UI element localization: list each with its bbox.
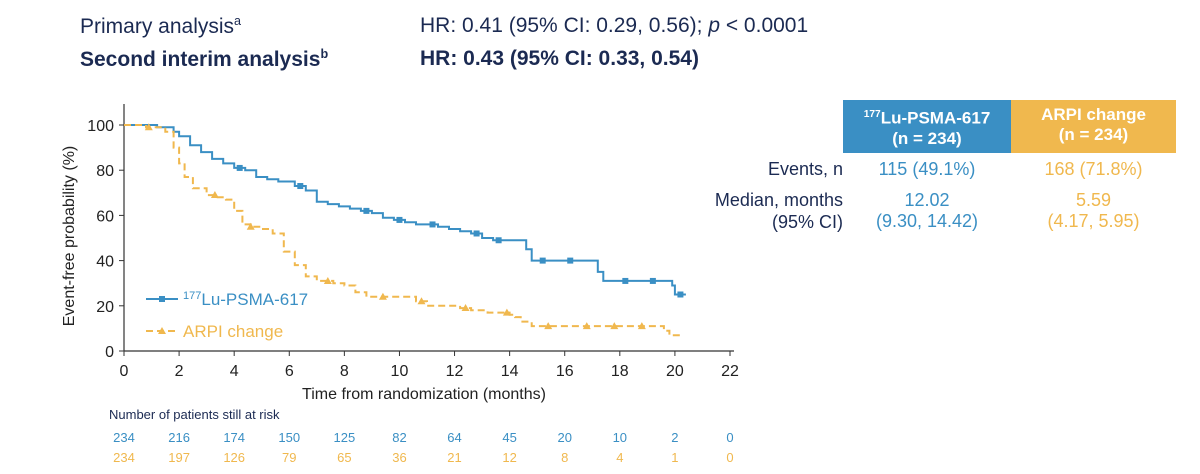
- censor-marker-lu: [567, 257, 574, 264]
- arpi-events-value: 168 (71.8%): [1044, 159, 1143, 179]
- risk-value-lu: 234: [113, 430, 135, 445]
- risk-value-lu: 20: [557, 430, 571, 445]
- legend-label-lu-name: Lu-PSMA-617: [201, 290, 308, 309]
- risk-table-title: Number of patients still at risk: [109, 407, 280, 422]
- y-tick-label: 20: [96, 299, 114, 316]
- x-tick-label: 22: [721, 363, 739, 380]
- censor-marker-arpi: [246, 222, 255, 230]
- censor-marker-lu: [495, 237, 502, 244]
- x-tick-label: 14: [501, 363, 519, 380]
- x-tick-label: 12: [446, 363, 464, 380]
- legend-label-arpi: ARPI change: [183, 322, 283, 341]
- x-tick-label: 6: [285, 363, 294, 380]
- censor-marker-arpi: [144, 123, 153, 131]
- censor-marker-arpi: [582, 322, 591, 330]
- lu-median-value: 12.02 (9.30, 14.42): [875, 190, 979, 231]
- table-header-arpi: ARPI change (n = 234): [1011, 100, 1176, 153]
- censor-marker-lu: [473, 230, 480, 237]
- second-interim-analysis-label: Second interim analysisb: [80, 47, 329, 71]
- censor-marker-arpi: [610, 322, 619, 330]
- x-tick-label: 16: [556, 363, 574, 380]
- censor-marker-lu: [649, 277, 656, 284]
- y-tick-label: 100: [87, 118, 114, 135]
- censor-marker-lu: [396, 216, 403, 223]
- risk-value-lu: 64: [447, 430, 461, 445]
- median-label: Median, months: [714, 190, 843, 210]
- censor-marker-lu: [429, 221, 436, 228]
- risk-value-lu: 174: [223, 430, 245, 445]
- censor-marker-arpi: [417, 297, 426, 305]
- risk-value-lu: 150: [278, 430, 300, 445]
- x-tick-label: 10: [391, 363, 409, 380]
- risk-value-arpi: 234: [113, 450, 135, 465]
- censor-marker-lu: [622, 277, 629, 284]
- x-tick-label: 8: [340, 363, 349, 380]
- risk-value-arpi: 79: [282, 450, 296, 465]
- arpi-median-value: 5.59 (4.17, 5.95): [1047, 190, 1140, 231]
- censor-marker-lu: [236, 164, 243, 171]
- primary-analysis-hr: HR: 0.41 (95% CI: 0.29, 0.56); p < 0.000…: [420, 14, 809, 37]
- y-tick-label: 40: [96, 254, 114, 271]
- censor-marker-arpi: [637, 322, 646, 330]
- x-tick-label: 2: [175, 363, 184, 380]
- censor-marker-lu: [539, 257, 546, 264]
- legend-label-lu: 177Lu-PSMA-617: [183, 290, 308, 309]
- events-label: Events, n: [767, 159, 843, 179]
- y-tick-label: 80: [96, 163, 114, 180]
- second-interim-analysis-hr: HR: 0.43 (95% CI: 0.33, 0.54): [420, 47, 699, 70]
- risk-value-arpi: 8: [561, 450, 568, 465]
- legend-marker-lu: [159, 296, 165, 302]
- ci-label: (95% CI): [771, 212, 843, 232]
- risk-value-lu: 10: [613, 430, 627, 445]
- censor-marker-arpi: [378, 292, 387, 300]
- y-axis-title: Event-free probability (%): [61, 146, 78, 327]
- risk-value-lu: 82: [392, 430, 406, 445]
- censor-marker-arpi: [461, 304, 470, 312]
- censor-marker-arpi: [544, 322, 553, 330]
- risk-value-arpi: 12: [502, 450, 516, 465]
- series-line-lu: [124, 124, 686, 296]
- risk-value-lu: 125: [334, 430, 356, 445]
- risk-value-arpi: 197: [168, 450, 190, 465]
- primary-analysis-label: Primary analysisa: [80, 14, 242, 38]
- censor-marker-arpi: [323, 276, 332, 284]
- x-axis-title: Time from randomization (months): [302, 386, 546, 403]
- risk-value-arpi: 65: [337, 450, 351, 465]
- censor-marker-lu: [363, 207, 370, 214]
- legend-label-lu-sup: 177: [183, 290, 201, 302]
- risk-value-arpi: 0: [726, 450, 733, 465]
- lu-events-value: 115 (49.1%): [878, 159, 976, 179]
- risk-value-lu: 45: [502, 430, 516, 445]
- y-tick-label: 0: [105, 344, 114, 361]
- risk-value-lu: 0: [726, 430, 733, 445]
- censor-marker-arpi: [210, 191, 219, 199]
- x-tick-label: 0: [120, 363, 129, 380]
- risk-value-lu: 2: [671, 430, 678, 445]
- y-tick-label: 60: [96, 208, 114, 225]
- censor-marker-lu: [297, 183, 304, 190]
- censor-marker-arpi: [502, 308, 511, 316]
- censor-marker-lu: [677, 291, 684, 298]
- legend-marker-arpi: [158, 327, 166, 334]
- risk-value-arpi: 21: [447, 450, 461, 465]
- series-line-arpi: [124, 124, 681, 337]
- x-tick-label: 4: [230, 363, 239, 380]
- table-header-lu: 177Lu-PSMA-617 (n = 234): [843, 100, 1011, 153]
- risk-value-lu: 216: [168, 430, 190, 445]
- risk-value-arpi: 1: [671, 450, 678, 465]
- risk-value-arpi: 126: [223, 450, 245, 465]
- risk-value-arpi: 36: [392, 450, 406, 465]
- risk-value-arpi: 4: [616, 450, 623, 465]
- x-tick-label: 18: [611, 363, 629, 380]
- x-tick-label: 20: [666, 363, 684, 380]
